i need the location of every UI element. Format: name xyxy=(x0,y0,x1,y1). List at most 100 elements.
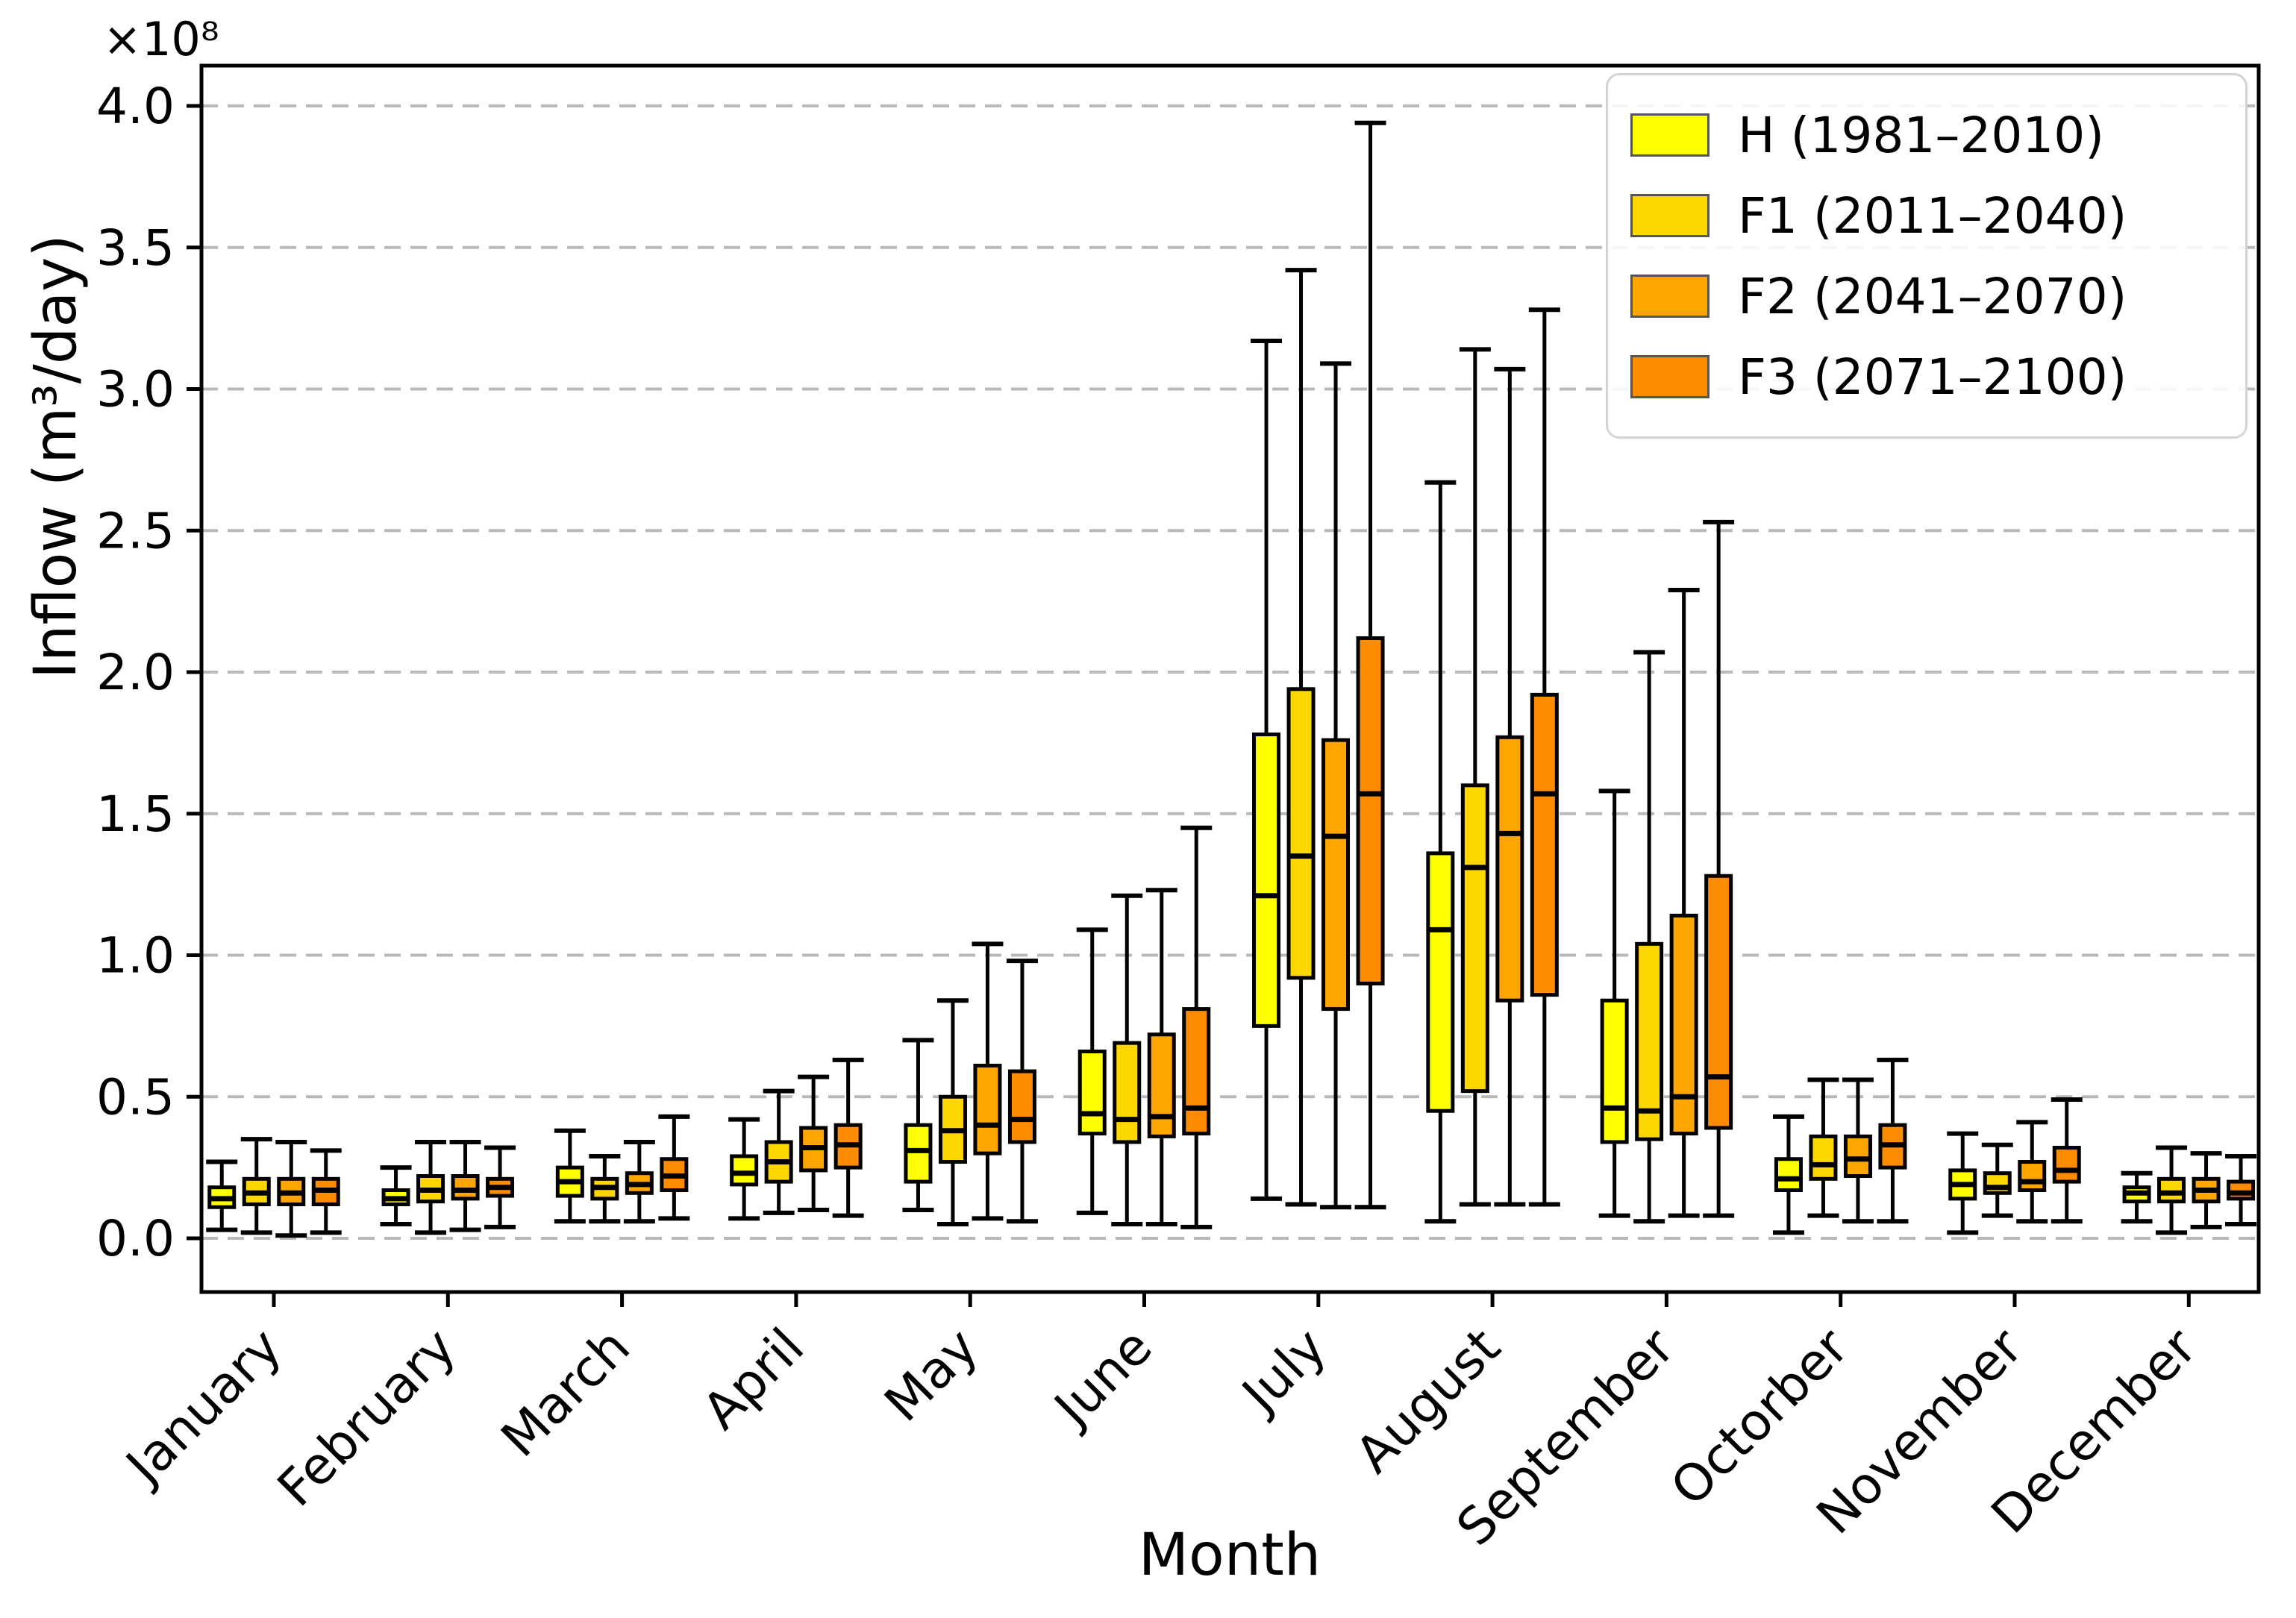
box-octorber-f1 xyxy=(1807,1077,1839,1218)
box-april-f2 xyxy=(798,1074,830,1213)
box-november-f2 xyxy=(2016,1120,2048,1224)
y-tick-label-0.5: 0.5 xyxy=(96,1068,175,1126)
box-june-h xyxy=(1076,927,1108,1215)
box-september-f2 xyxy=(1668,587,1700,1218)
y-tick-label-3.5: 3.5 xyxy=(96,219,175,277)
iqr-box xyxy=(2157,1176,2186,1204)
legend-swatch-f1 xyxy=(1630,194,1710,237)
legend-label-f3: F3 (2071–2100) xyxy=(1738,348,2127,406)
x-tick-label-march: March xyxy=(490,1317,641,1468)
iqr-box xyxy=(1286,687,1316,980)
y-tick-label-1.5: 1.5 xyxy=(96,786,175,843)
legend-item-h: H (1981–2010) xyxy=(1630,96,2223,174)
iqr-box xyxy=(730,1154,759,1187)
legend-item-f1: F1 (2011–2040) xyxy=(1630,177,2223,254)
box-february-h xyxy=(380,1165,412,1227)
box-november-h xyxy=(1947,1131,1979,1235)
legend: H (1981–2010) F1 (2011–2040) F2 (2041–20… xyxy=(1606,73,2247,439)
box-january-f2 xyxy=(275,1139,307,1238)
box-december-f1 xyxy=(2156,1145,2188,1235)
x-tick-label-may: May xyxy=(874,1317,989,1433)
box-june-f1 xyxy=(1111,893,1143,1227)
x-tick-label-january: January xyxy=(113,1317,293,1497)
box-august-f1 xyxy=(1459,347,1491,1207)
iqr-box xyxy=(904,1123,933,1184)
box-octorber-f2 xyxy=(1842,1077,1874,1224)
box-november-f3 xyxy=(2051,1097,2083,1224)
iqr-box xyxy=(1182,1007,1211,1136)
box-november-f1 xyxy=(1981,1142,2013,1218)
legend-item-f2: F2 (2041–2070) xyxy=(1630,257,2223,335)
box-july-h xyxy=(1251,338,1283,1201)
y-tick-label-1.0: 1.0 xyxy=(96,927,175,985)
box-july-f2 xyxy=(1320,361,1352,1210)
box-march-f1 xyxy=(589,1153,621,1224)
iqr-box xyxy=(1704,874,1733,1130)
iqr-box xyxy=(1600,998,1629,1144)
y-axis-title: Inflow (m³/day) xyxy=(22,234,90,679)
box-june-f3 xyxy=(1180,825,1213,1229)
box-december-f3 xyxy=(2225,1153,2257,1227)
y-tick-label-2.0: 2.0 xyxy=(96,644,175,701)
box-december-f2 xyxy=(2190,1151,2222,1229)
iqr-box xyxy=(1635,941,1664,1141)
box-april-f1 xyxy=(763,1088,795,1215)
iqr-box xyxy=(1147,1032,1176,1138)
x-tick-label-june: June xyxy=(1042,1317,1163,1439)
iqr-box xyxy=(1495,735,1524,1003)
y-axis-offset-label: ×10⁸ xyxy=(103,12,219,66)
box-may-f2 xyxy=(972,941,1004,1221)
iqr-box xyxy=(2227,1179,2256,1201)
iqr-box xyxy=(1356,636,1385,985)
box-july-f1 xyxy=(1285,268,1317,1207)
box-january-f3 xyxy=(310,1148,342,1235)
x-tick-label-july: July xyxy=(1230,1317,1338,1426)
iqr-box xyxy=(1252,732,1281,1028)
box-may-f1 xyxy=(936,998,969,1227)
box-february-f1 xyxy=(415,1139,447,1235)
y-tick-label-4.0: 4.0 xyxy=(96,78,175,135)
legend-swatch-f2 xyxy=(1630,275,1710,318)
iqr-box xyxy=(1077,1050,1107,1136)
box-april-h xyxy=(728,1117,760,1221)
legend-item-f3: F3 (2071–2100) xyxy=(1630,338,2223,416)
box-august-f2 xyxy=(1494,366,1526,1207)
box-march-h xyxy=(554,1128,586,1224)
box-june-f2 xyxy=(1145,888,1177,1227)
iqr-box xyxy=(1774,1157,1803,1192)
box-september-f3 xyxy=(1703,519,1735,1218)
iqr-box xyxy=(1843,1134,1872,1179)
box-octorber-h xyxy=(1772,1114,1804,1235)
iqr-box xyxy=(1809,1134,1838,1181)
x-tick-label-february: February xyxy=(266,1317,467,1518)
box-august-f3 xyxy=(1528,307,1560,1207)
iqr-box xyxy=(1983,1171,2012,1195)
iqr-box xyxy=(451,1174,480,1201)
box-may-f3 xyxy=(1006,959,1038,1224)
box-march-f3 xyxy=(658,1114,690,1221)
box-january-f1 xyxy=(240,1137,272,1235)
box-octorber-f3 xyxy=(1877,1057,1909,1224)
iqr-box xyxy=(1669,913,1698,1136)
y-tick-label-0.0: 0.0 xyxy=(96,1210,175,1267)
box-september-h xyxy=(1598,788,1630,1218)
plot-border xyxy=(199,63,2261,1294)
y-tick-label-3.0: 3.0 xyxy=(96,361,175,418)
iqr-box xyxy=(1321,738,1351,1012)
box-february-f2 xyxy=(449,1139,481,1232)
legend-label-f1: F1 (2011–2040) xyxy=(1738,186,2127,245)
x-tick-label-august: August xyxy=(1345,1317,1512,1484)
box-january-h xyxy=(206,1159,238,1232)
legend-swatch-h xyxy=(1630,113,1710,157)
box-august-h xyxy=(1424,480,1457,1224)
iqr-box xyxy=(1530,692,1559,997)
iqr-box xyxy=(2018,1160,2047,1192)
box-may-h xyxy=(902,1038,934,1213)
box-april-f3 xyxy=(832,1057,864,1218)
y-tick-label-2.5: 2.5 xyxy=(96,502,175,559)
box-september-f1 xyxy=(1633,650,1665,1224)
box-march-f2 xyxy=(623,1139,655,1224)
iqr-box xyxy=(1460,783,1489,1094)
